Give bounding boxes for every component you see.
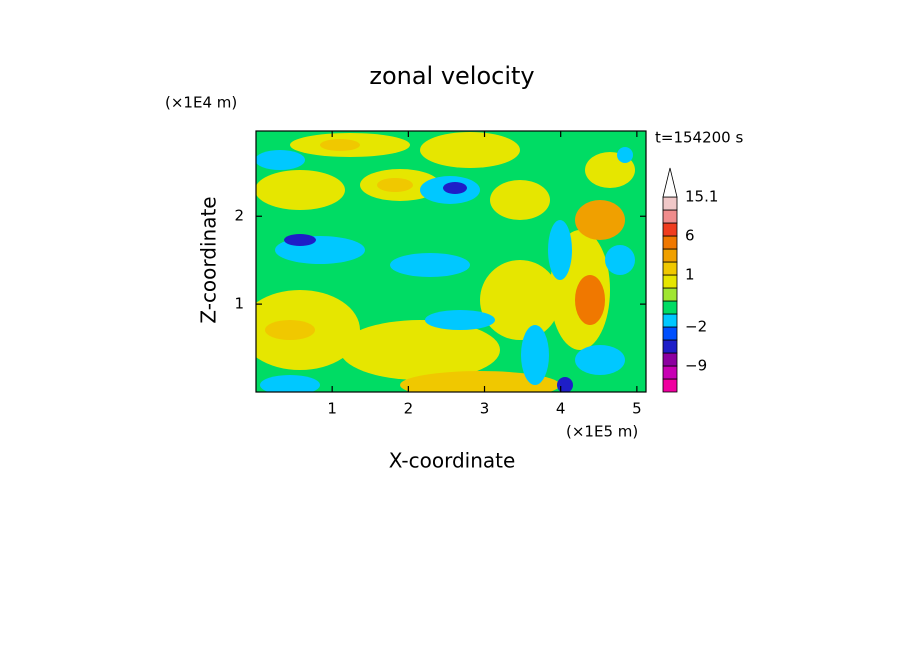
colorbar-arrow: [662, 167, 678, 198]
colorbar-label: −9: [685, 357, 707, 375]
colorbar-box: [662, 313, 678, 328]
x-axis-label: X-coordinate: [389, 449, 516, 473]
colorbar-label: −2: [685, 318, 707, 336]
x-unit: (×1E5 m): [566, 423, 638, 441]
colorbar-label: 15.1: [685, 188, 718, 206]
colorbar-box: [662, 365, 678, 380]
colorbar-box: [662, 222, 678, 237]
y-tick-label: 1: [234, 295, 244, 313]
colorbar-box: [662, 339, 678, 354]
x-tick-label: 5: [632, 400, 642, 418]
chart-title: zonal velocity: [369, 62, 534, 90]
time-label: t=154200 s: [655, 129, 743, 147]
y-unit: (×1E4 m): [165, 94, 237, 112]
colorbar-box: [662, 209, 678, 224]
colorbar-box: [662, 352, 678, 367]
colorbar-label: 1: [685, 266, 695, 284]
colorbar-box: [662, 378, 678, 393]
x-tick-label: 3: [480, 400, 490, 418]
colorbar-box: [662, 196, 678, 211]
y-tick-label: 2: [234, 207, 244, 225]
x-tick-label: 1: [327, 400, 337, 418]
colorbar-box: [662, 274, 678, 289]
x-tick-label: 2: [404, 400, 414, 418]
colorbar-box: [662, 248, 678, 263]
x-tick-label: 4: [556, 400, 566, 418]
colorbar-label: 6: [685, 227, 695, 245]
colorbar-box: [662, 300, 678, 315]
y-axis-label: Z-coordinate: [197, 196, 221, 323]
colorbar-box: [662, 287, 678, 302]
colorbar-box: [662, 261, 678, 276]
colorbar-box: [662, 326, 678, 341]
contour-field: [256, 131, 646, 392]
plot-frame: [255, 130, 647, 393]
colorbar-box: [662, 235, 678, 250]
